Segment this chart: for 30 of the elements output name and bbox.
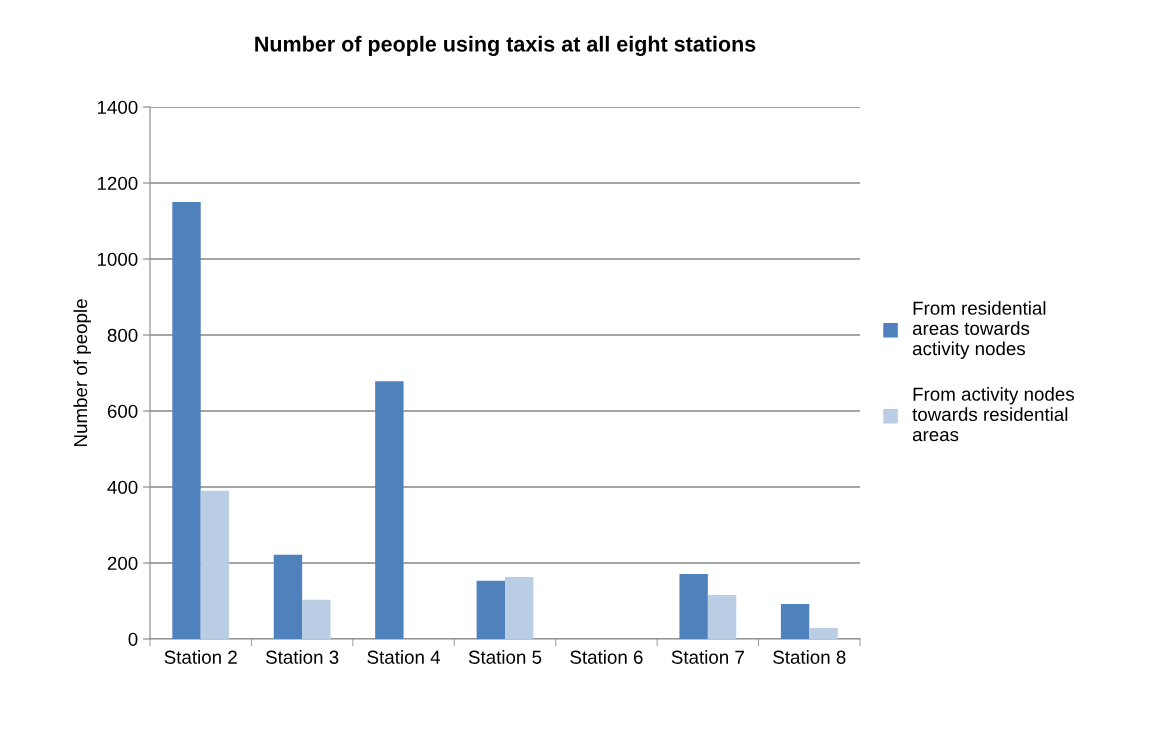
legend-label: From activity nodes towards residential areas bbox=[912, 387, 1074, 442]
y-tick-label: 1200 bbox=[97, 176, 138, 190]
x-tick-label: Station 4 bbox=[367, 650, 441, 664]
y-tick-label: 200 bbox=[107, 556, 138, 570]
bar bbox=[273, 554, 303, 639]
y-tick-label: 1000 bbox=[97, 252, 138, 266]
x-tick-label: Station 6 bbox=[570, 650, 643, 664]
y-tick-label: 600 bbox=[107, 404, 138, 418]
bar bbox=[375, 381, 404, 639]
x-tick-label: Station 3 bbox=[265, 650, 339, 664]
bar bbox=[780, 604, 810, 639]
y-tick-label: 0 bbox=[128, 632, 138, 646]
y-tick-label: 1400 bbox=[97, 100, 138, 114]
y-tick-label: 400 bbox=[107, 480, 138, 494]
x-tick-label: Station 7 bbox=[671, 650, 744, 664]
legend-label: From residential areas towards activity nodes bbox=[912, 301, 1046, 359]
x-tick-label: Station 8 bbox=[773, 650, 846, 664]
x-tick-label: Station 5 bbox=[468, 650, 542, 664]
chart-title: Number of people using taxis at all eight stations bbox=[255, 35, 756, 57]
bar bbox=[302, 599, 331, 639]
bar bbox=[476, 580, 505, 639]
bar bbox=[809, 627, 838, 639]
bar bbox=[200, 490, 230, 639]
x-tick-label: Station 2 bbox=[164, 650, 237, 664]
y-axis-title: Number of people bbox=[73, 299, 91, 446]
bar bbox=[505, 577, 534, 639]
y-tick-label: 800 bbox=[107, 328, 138, 342]
bar bbox=[707, 594, 737, 639]
bar bbox=[172, 202, 201, 639]
bar bbox=[679, 574, 708, 639]
